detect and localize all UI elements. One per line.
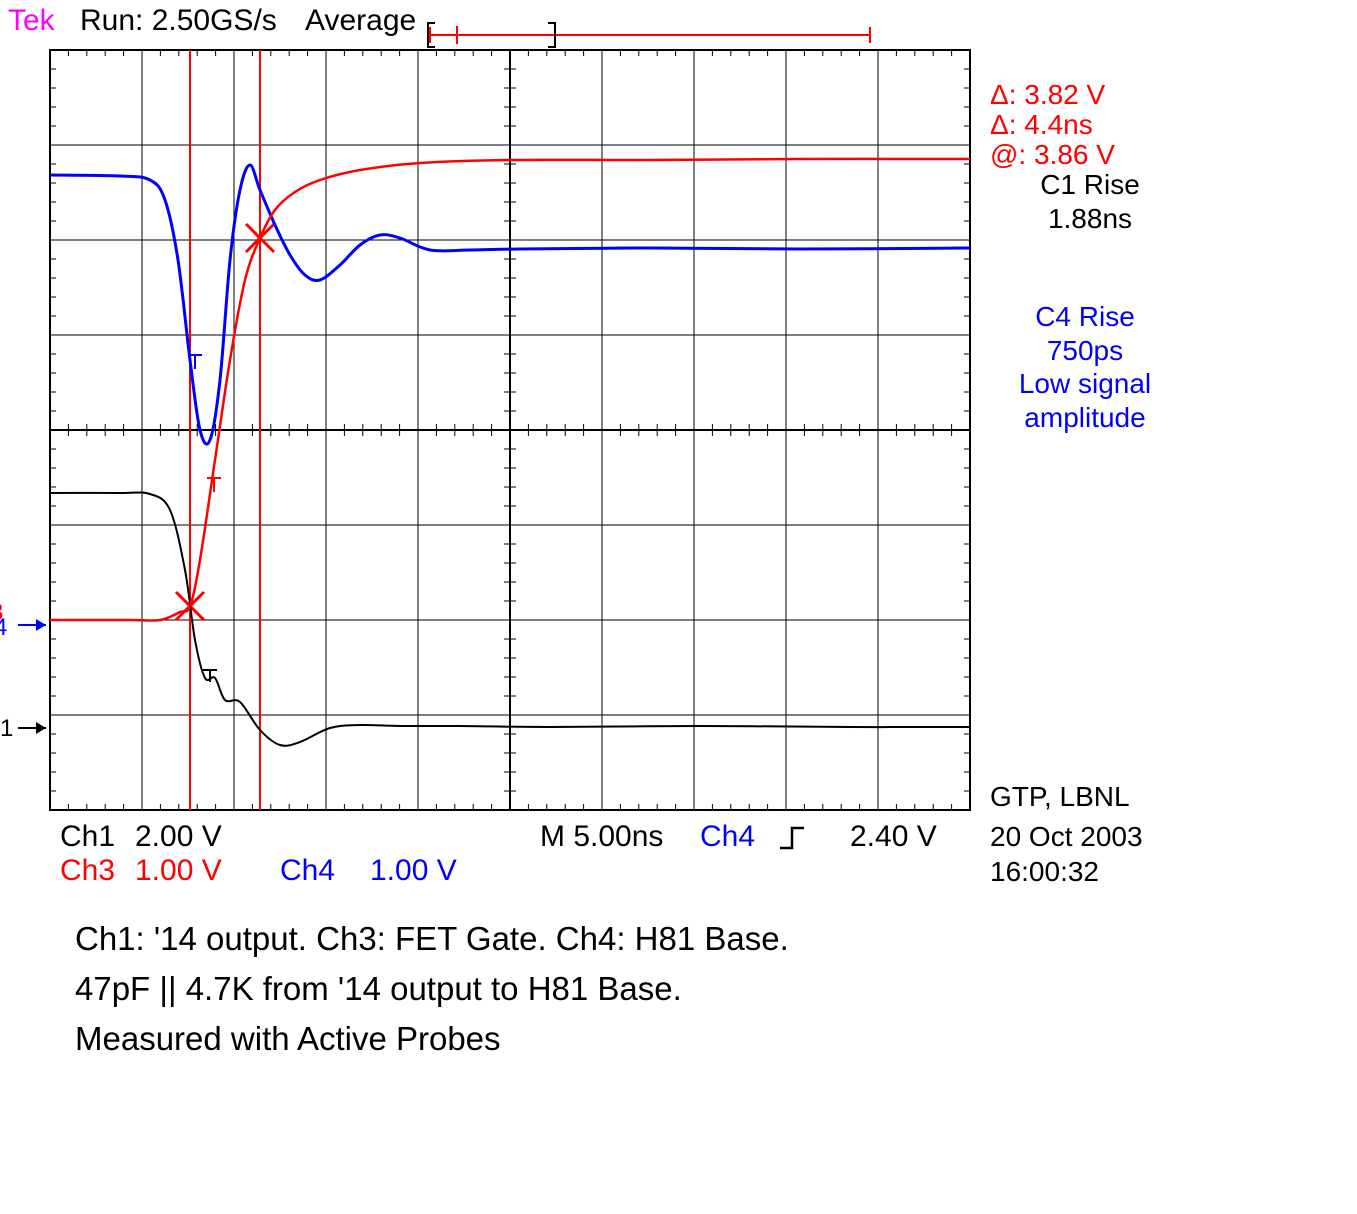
svg-text:1: 1: [0, 715, 13, 742]
svg-text:3: 3: [0, 599, 3, 626]
scope-display: 143: [0, 0, 1357, 1214]
